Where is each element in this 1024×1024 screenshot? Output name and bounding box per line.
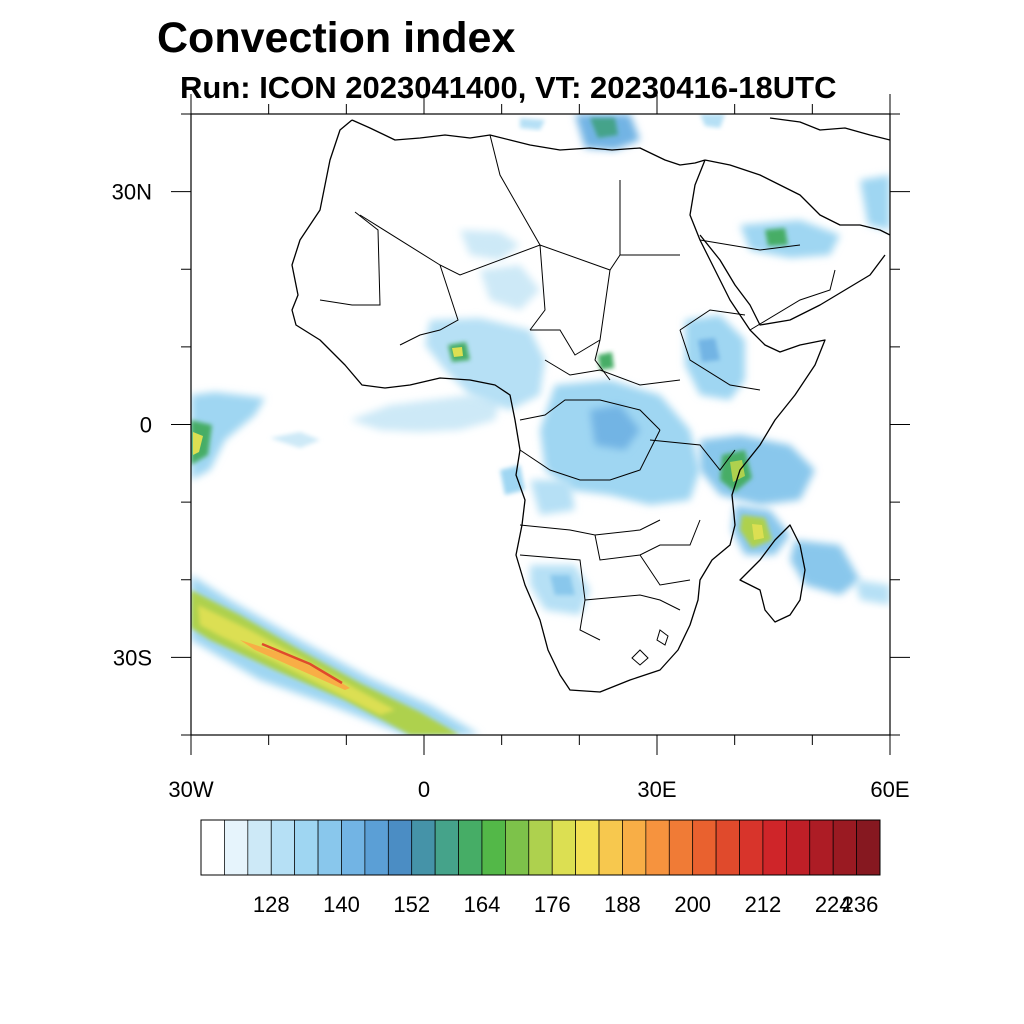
colorbar-label: 236 xyxy=(842,892,879,917)
colorbar-bin xyxy=(364,819,389,876)
colorbar-label: 128 xyxy=(253,892,290,917)
colorbar-bin xyxy=(762,819,787,876)
colorbar-bin xyxy=(785,819,811,876)
colorbar-frame xyxy=(200,819,881,876)
arabia-north-coast xyxy=(704,159,890,236)
colorbar-bin xyxy=(856,819,881,876)
colorbar-bin xyxy=(668,819,694,876)
colorbar-bin xyxy=(294,819,319,876)
africa-coast xyxy=(291,119,826,693)
southern-ocean-band xyxy=(191,575,480,735)
mozambique-cells xyxy=(732,505,890,605)
colorbar-label: 140 xyxy=(323,892,360,917)
west-africa-cells xyxy=(425,230,545,410)
east-africa-cells xyxy=(700,435,815,505)
axis-tick-labels: 30W 0 30E 60E 30N 0 30S xyxy=(112,180,910,802)
mediterranean-cells xyxy=(520,114,725,150)
map-background xyxy=(191,114,890,735)
colorbar-label: 164 xyxy=(464,892,501,917)
colorbar-label: 176 xyxy=(534,892,571,917)
colorbar-bin xyxy=(809,819,834,876)
colorbar-bin xyxy=(505,819,530,876)
colorbar-bin xyxy=(692,819,717,876)
lon-tick-label: 30E xyxy=(637,777,676,802)
lon-tick-label: 30W xyxy=(168,777,213,802)
colorbar-bin xyxy=(458,819,483,876)
north-africa-coast xyxy=(351,119,706,166)
colorbar-bin xyxy=(645,819,670,876)
axis-ticks xyxy=(171,94,910,755)
colorbar-bin xyxy=(200,819,225,876)
central-africa-cells xyxy=(500,352,700,515)
lat-tick-label: 30N xyxy=(112,180,152,205)
colorbar-bin xyxy=(715,819,740,876)
colorbar-bin xyxy=(739,819,764,876)
arabia-south-coast xyxy=(699,234,886,326)
colorbar-bin xyxy=(387,819,413,876)
colorbar-bin xyxy=(481,819,506,876)
lon-tick-label: 60E xyxy=(870,777,909,802)
ethiopia-cells xyxy=(685,315,745,400)
colorbar-bin xyxy=(551,819,576,876)
chart-title: Convection index xyxy=(157,14,516,62)
colorbar-bin xyxy=(224,819,249,876)
colorbar-label: 188 xyxy=(604,892,641,917)
levant-coast xyxy=(769,117,890,141)
lon-tick-label: 0 xyxy=(418,777,430,802)
country-borders xyxy=(319,134,836,666)
colorbar-label: 152 xyxy=(393,892,430,917)
arabia-cells xyxy=(740,175,890,258)
colorbar-bin xyxy=(270,819,296,876)
colorbar-label: 212 xyxy=(745,892,782,917)
colorbar-bin xyxy=(411,819,436,876)
coastlines xyxy=(291,117,890,693)
convection-field xyxy=(191,114,890,735)
colorbar-label: 200 xyxy=(674,892,711,917)
colorbar-bin xyxy=(341,819,366,876)
lat-tick-label: 30S xyxy=(113,645,152,670)
colorbar-bin xyxy=(622,819,647,876)
colorbar-bin xyxy=(832,819,857,876)
southern-africa-cells xyxy=(530,565,590,615)
lat-tick-label: 0 xyxy=(140,413,152,438)
colorbar-bin xyxy=(528,819,553,876)
madagascar-coast xyxy=(739,524,806,623)
colorbar-bin xyxy=(247,819,272,876)
west-atlantic-cell xyxy=(191,392,265,480)
colorbar-label: 224 xyxy=(815,892,852,917)
colorbar-bin xyxy=(317,819,342,876)
colorbar-bin xyxy=(575,819,600,876)
itcz-band xyxy=(270,395,500,448)
colorbar-bin xyxy=(434,819,459,876)
colorbar-bin xyxy=(598,819,623,876)
chart-subtitle: Run: ICON 2023041400, VT: 20230416-18UTC xyxy=(180,70,837,105)
colorbar xyxy=(200,819,881,876)
